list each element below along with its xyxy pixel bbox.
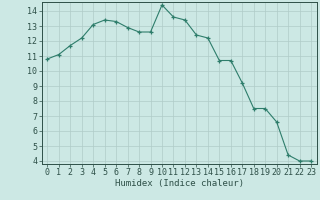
X-axis label: Humidex (Indice chaleur): Humidex (Indice chaleur)	[115, 179, 244, 188]
